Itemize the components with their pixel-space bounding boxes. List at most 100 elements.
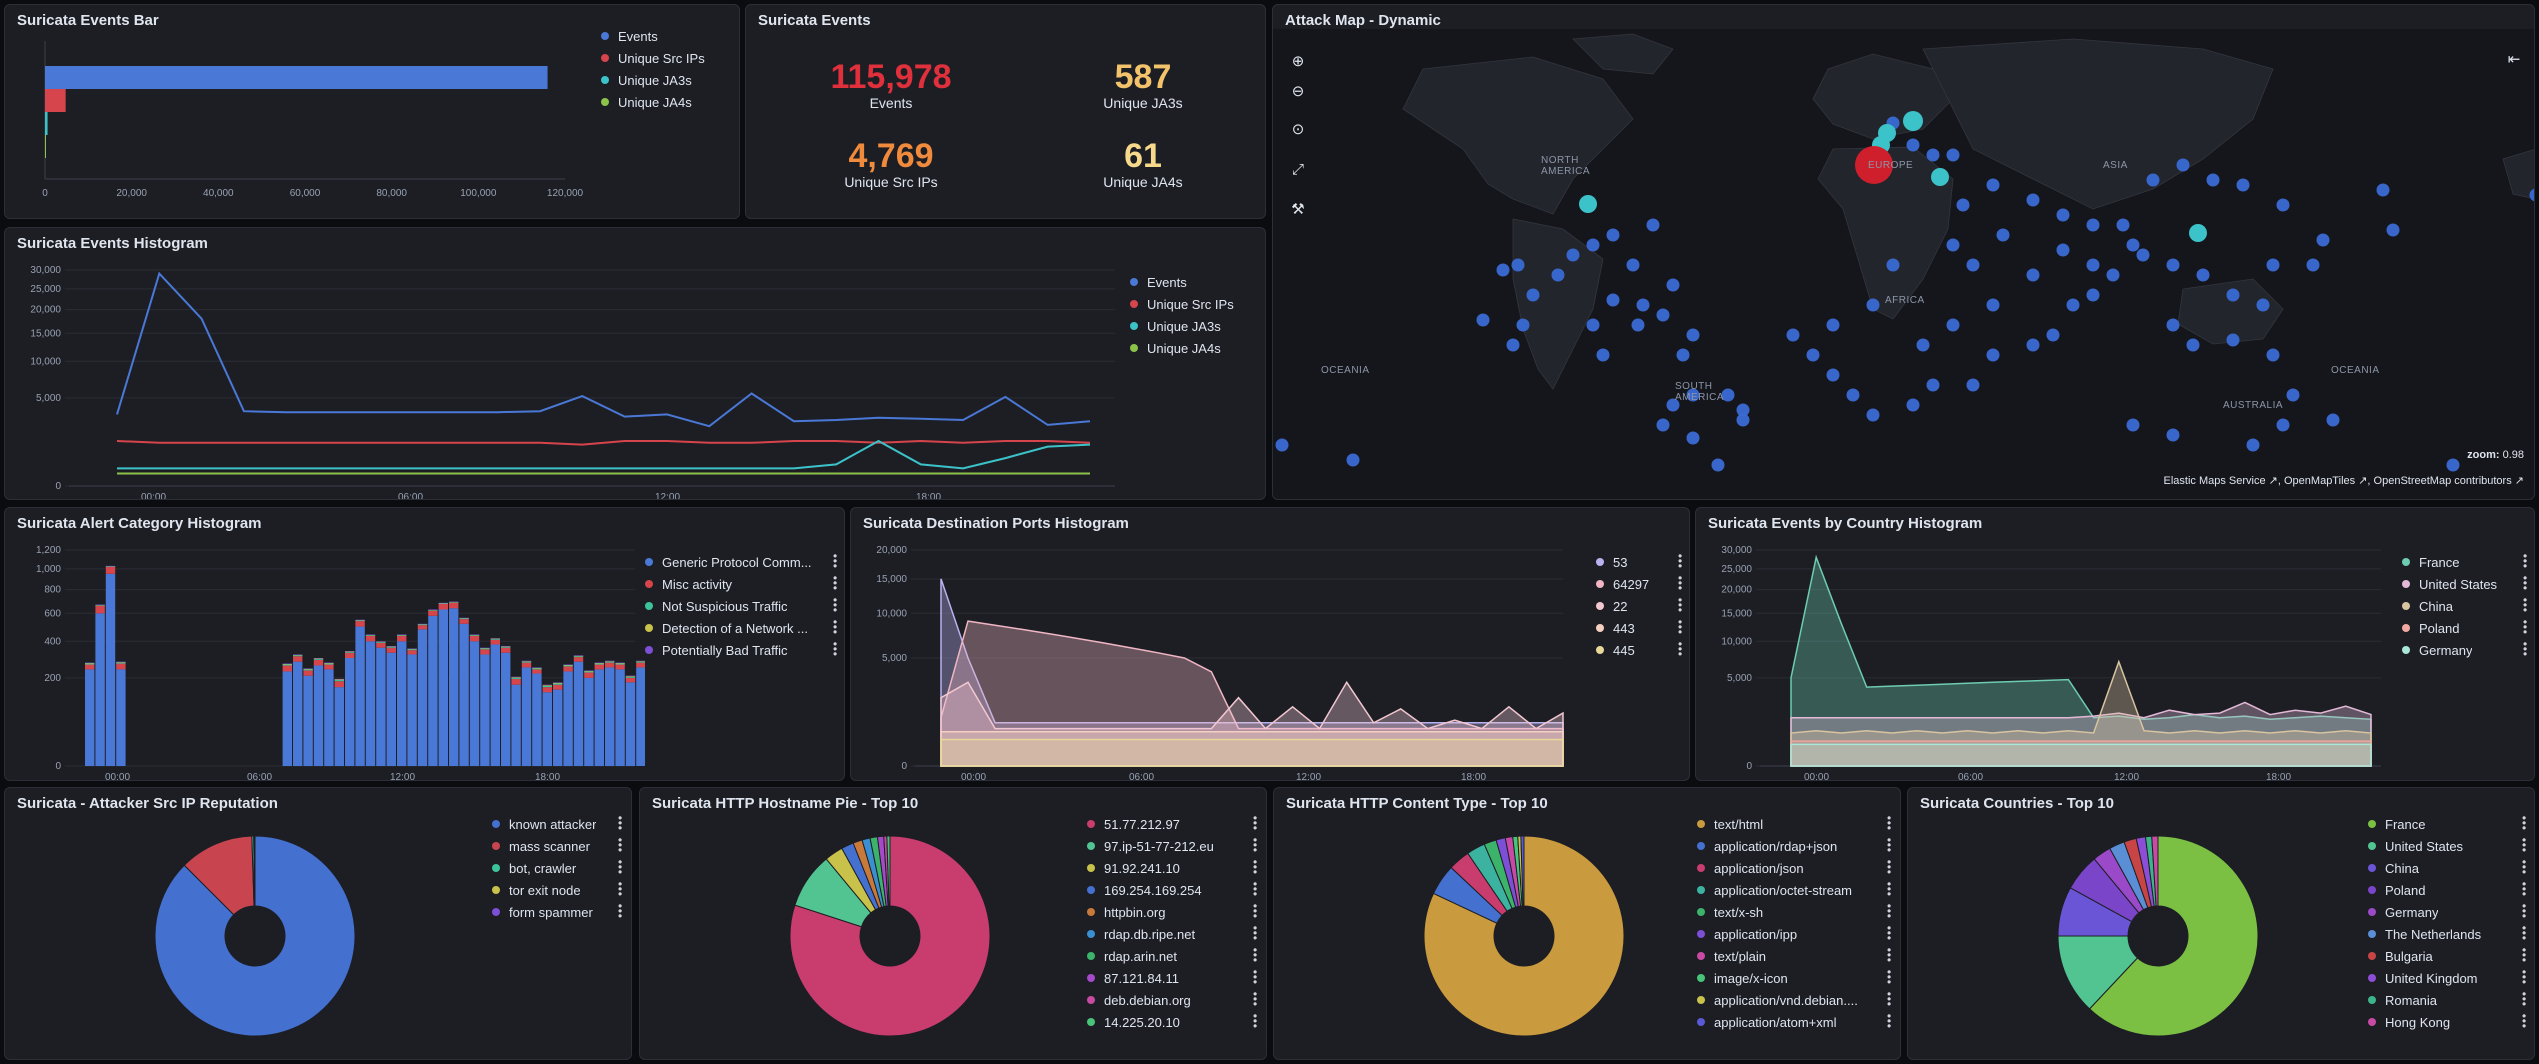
legend-item[interactable]: China • • • — [2368, 855, 2527, 879]
more-options-icon[interactable]: • • • — [1887, 833, 1892, 857]
more-options-icon[interactable]: • • • — [2523, 571, 2528, 595]
legend-item[interactable]: Unique Src IPs — [601, 47, 739, 69]
legend-item[interactable]: 64297 • • • — [1596, 571, 1683, 595]
legend-item[interactable]: application/atom+xml • • • — [1697, 1009, 1892, 1033]
more-options-icon[interactable]: • • • — [833, 637, 838, 661]
more-options-icon[interactable]: • • • — [1253, 811, 1258, 835]
more-options-icon[interactable]: • • • — [1678, 571, 1683, 595]
legend-item[interactable]: text/x-sh • • • — [1697, 899, 1892, 923]
legend-item[interactable]: United States • • • — [2368, 833, 2527, 857]
legend-item[interactable]: 51.77.212.97 • • • — [1087, 811, 1258, 835]
locate-icon[interactable]: ⊙ — [1291, 121, 1305, 138]
more-options-icon[interactable]: • • • — [2523, 593, 2528, 617]
more-options-icon[interactable]: • • • — [2522, 877, 2527, 901]
more-options-icon[interactable]: • • • — [833, 593, 838, 617]
legend-item[interactable]: 97.ip-51-77-212.eu • • • — [1087, 833, 1258, 857]
legend-item[interactable]: 169.254.169.254 • • • — [1087, 878, 1257, 901]
metric-ja3s[interactable]: 587 Unique JA3s — [1043, 59, 1243, 111]
more-options-icon[interactable]: • • • — [618, 811, 623, 835]
more-options-icon[interactable]: • • • — [2522, 899, 2527, 923]
more-options-icon[interactable]: • • • — [1253, 987, 1258, 1011]
more-options-icon[interactable]: • • • — [1887, 1009, 1892, 1033]
legend-item[interactable]: 22 • • • — [1596, 593, 1683, 617]
world-map[interactable] — [1273, 29, 2535, 499]
legend-item[interactable]: Poland • • • — [2368, 877, 2527, 901]
more-options-icon[interactable]: • • • — [2523, 637, 2528, 661]
more-options-icon[interactable]: • • • — [618, 855, 623, 879]
more-options-icon[interactable]: • • • — [2522, 921, 2527, 945]
legend-item[interactable]: application/json • • • — [1697, 855, 1892, 879]
zoom-in-button[interactable]: ⊕ — [1291, 53, 1305, 70]
legend-item[interactable]: application/rdap+json • • • — [1697, 833, 1892, 857]
legend-item[interactable]: Events — [601, 25, 739, 47]
attribution-link[interactable]: Elastic Maps Service — [2163, 475, 2266, 487]
wrench-icon[interactable]: ⚒ — [1291, 201, 1305, 218]
legend-item[interactable]: Germany • • • — [2402, 637, 2528, 661]
metric-events[interactable]: 115,978 Events — [791, 59, 991, 111]
more-options-icon[interactable]: • • • — [1253, 921, 1258, 945]
attribution-link[interactable]: OpenMapTiles — [2284, 475, 2356, 487]
legend-item[interactable]: 445 • • • — [1596, 638, 1682, 661]
legend-item[interactable]: rdap.arin.net • • • — [1087, 943, 1258, 967]
metric-ja4s[interactable]: 61 Unique JA4s — [1043, 138, 1243, 190]
more-options-icon[interactable]: • • • — [1887, 943, 1892, 967]
legend-item[interactable]: text/html • • • — [1697, 812, 1891, 835]
legend-item[interactable]: Hong Kong • • • — [2368, 1009, 2527, 1033]
more-options-icon[interactable]: • • • — [1887, 965, 1892, 989]
legend-item[interactable]: Poland • • • — [2402, 615, 2528, 639]
legend-item[interactable]: Unique JA3s — [601, 69, 739, 91]
more-options-icon[interactable]: • • • — [2523, 549, 2528, 573]
more-options-icon[interactable]: • • • — [2522, 855, 2527, 879]
more-options-icon[interactable]: • • • — [1678, 615, 1683, 639]
more-options-icon[interactable]: • • • — [1887, 921, 1892, 945]
more-options-icon[interactable]: • • • — [1253, 965, 1258, 989]
legend-item[interactable]: Potentially Bad Traffic • • • — [645, 637, 838, 661]
more-options-icon[interactable]: • • • — [833, 615, 838, 639]
more-options-icon[interactable]: • • • — [1253, 899, 1258, 923]
more-options-icon[interactable]: • • • — [618, 833, 623, 857]
more-options-icon[interactable]: • • • — [2522, 943, 2527, 967]
legend-item[interactable]: 14.225.20.10 • • • — [1087, 1010, 1257, 1033]
legend-item[interactable]: rdap.db.ripe.net • • • — [1087, 921, 1258, 945]
more-options-icon[interactable]: • • • — [1678, 593, 1683, 617]
layers-toggle-icon[interactable]: ⇤ — [2507, 51, 2521, 68]
legend-item[interactable]: application/octet-stream • • • — [1697, 878, 1891, 901]
more-options-icon[interactable]: • • • — [1253, 833, 1258, 857]
more-options-icon[interactable]: • • • — [1253, 855, 1258, 879]
more-options-icon[interactable]: • • • — [833, 571, 838, 595]
more-options-icon[interactable]: • • • — [2523, 615, 2528, 639]
more-options-icon[interactable]: • • • — [1887, 899, 1892, 923]
legend-item[interactable]: 53 • • • — [1596, 549, 1683, 573]
legend-item[interactable]: Germany • • • — [2368, 899, 2527, 923]
legend-item[interactable]: Unique JA3s — [1130, 315, 1260, 337]
more-options-icon[interactable]: • • • — [1678, 549, 1683, 573]
more-options-icon[interactable]: • • • — [833, 549, 838, 573]
legend-item[interactable]: image/x-icon • • • — [1697, 965, 1892, 989]
more-options-icon[interactable]: • • • — [2522, 811, 2527, 835]
legend-item[interactable]: 87.121.84.11 • • • — [1087, 965, 1258, 989]
more-options-icon[interactable]: • • • — [1887, 987, 1892, 1011]
legend-item[interactable]: Detection of a Network ... • • • — [645, 615, 838, 639]
more-options-icon[interactable]: • • • — [2522, 1009, 2527, 1033]
more-options-icon[interactable]: • • • — [2522, 833, 2527, 857]
zoom-out-button[interactable]: ⊖ — [1291, 83, 1305, 100]
legend-item[interactable]: 91.92.241.10 • • • — [1087, 855, 1258, 879]
legend-item[interactable]: httpbin.org • • • — [1087, 899, 1258, 923]
legend-item[interactable]: Unique Src IPs — [1130, 293, 1260, 315]
legend-item[interactable]: Unique JA4s — [1130, 337, 1260, 359]
legend-item[interactable]: application/vnd.debian.... • • • — [1697, 987, 1892, 1011]
legend-item[interactable]: France • • • — [2402, 549, 2528, 573]
more-options-icon[interactable]: • • • — [1887, 855, 1892, 879]
legend-item[interactable]: Events — [1130, 271, 1260, 293]
legend-item[interactable]: Bulgaria • • • — [2368, 943, 2527, 967]
legend-item[interactable]: Romania • • • — [2368, 988, 2526, 1011]
legend-item[interactable]: 443 • • • — [1596, 615, 1683, 639]
more-options-icon[interactable]: • • • — [1253, 943, 1258, 967]
legend-item[interactable]: Generic Protocol Comm... • • • — [645, 549, 838, 573]
legend-item[interactable]: Unique JA4s — [601, 91, 739, 113]
legend-item[interactable]: tor exit node • • • — [492, 878, 622, 901]
legend-item[interactable]: United States • • • — [2402, 571, 2528, 595]
legend-item[interactable]: form spammer • • • — [492, 900, 622, 923]
legend-item[interactable]: application/ipp • • • — [1697, 921, 1892, 945]
legend-item[interactable]: deb.debian.org • • • — [1087, 987, 1258, 1011]
